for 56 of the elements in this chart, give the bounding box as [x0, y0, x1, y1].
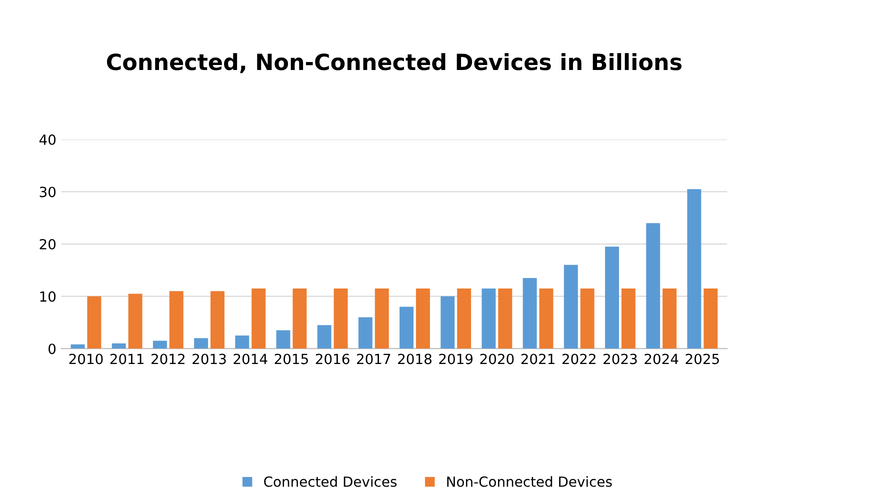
bar: [252, 288, 266, 349]
x-tick-label: 2012: [152, 354, 184, 364]
bar: [416, 288, 430, 349]
chart-title: Connected, Non-Connected Devices in Billions: [106, 53, 682, 74]
bar: [70, 344, 85, 349]
bar: [169, 291, 184, 349]
bar: [112, 343, 126, 349]
bar: [621, 288, 636, 349]
x-tick-label: 2013: [192, 354, 226, 364]
y-tick-label: 40: [39, 134, 56, 145]
bar: [194, 338, 208, 349]
x-tick-label: 2022: [562, 354, 596, 364]
x-tick-label: 2010: [69, 354, 103, 364]
bar: [334, 288, 348, 349]
x-tick-label: 2014: [234, 354, 268, 364]
bar: [605, 246, 619, 349]
y-tick-label: 20: [40, 238, 56, 250]
bar: [704, 288, 718, 349]
x-tick-label: 2024: [644, 354, 678, 364]
bar: [522, 278, 537, 349]
x-tick-label: 2016: [316, 354, 350, 364]
bar: [400, 306, 414, 349]
bar: [128, 294, 142, 349]
x-tick-label: 2021: [521, 354, 554, 364]
bar: [580, 288, 594, 349]
bar: [498, 288, 512, 349]
bar: [235, 336, 250, 349]
bar: [662, 288, 677, 349]
y-tick-label: 10: [40, 291, 56, 302]
y-tick-label: 0: [48, 344, 56, 354]
bar: [276, 330, 290, 349]
bar: [646, 223, 660, 349]
bar: [457, 288, 472, 349]
legend-label: Non-Connected Devices: [447, 476, 612, 487]
bar: [687, 189, 702, 349]
bar: [317, 325, 332, 349]
x-tick-label: 2023: [604, 354, 637, 364]
bar: [482, 288, 496, 349]
bar: [539, 288, 554, 349]
x-tick-label: 2020: [480, 354, 514, 364]
x-tick-label: 2011: [110, 354, 144, 364]
x-tick-label: 2019: [439, 354, 473, 364]
bar: [292, 288, 307, 349]
bar: [152, 340, 167, 349]
bar: [358, 317, 372, 349]
x-tick-label: 2025: [686, 354, 719, 364]
bar: [210, 291, 224, 349]
bar: [564, 264, 578, 349]
y-tick-label: 30: [40, 186, 56, 198]
legend-label: Connected Devices: [264, 476, 397, 487]
x-tick-label: 2015: [274, 354, 308, 364]
bar: [87, 296, 102, 349]
x-tick-label: 2017: [356, 354, 390, 364]
bar: [440, 296, 455, 349]
bar: [374, 288, 389, 349]
x-tick-label: 2018: [398, 354, 432, 364]
